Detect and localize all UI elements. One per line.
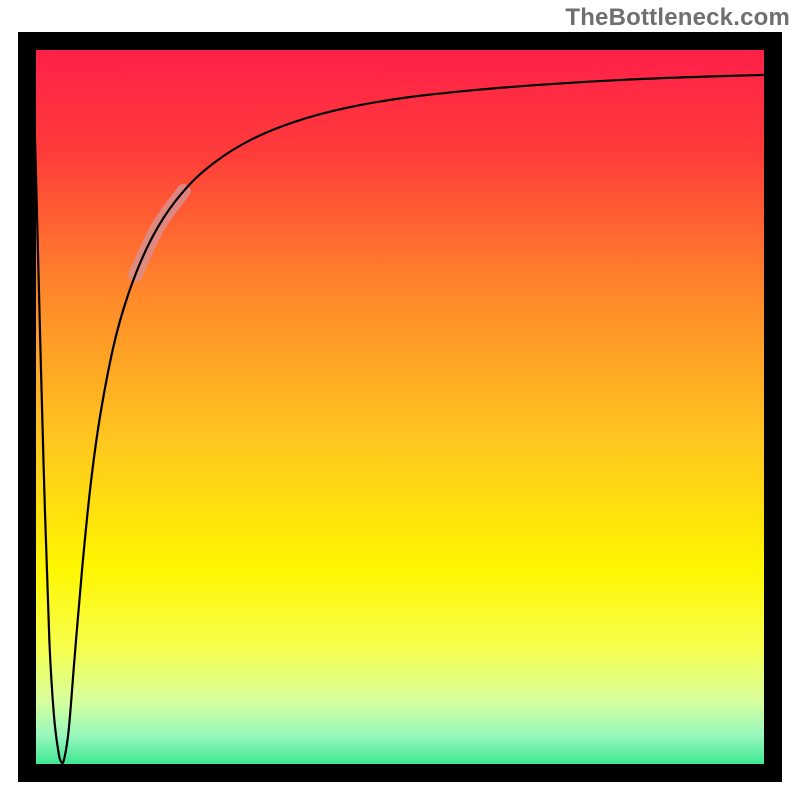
bottleneck-chart: [0, 0, 800, 800]
chart-container: TheBottleneck.com: [0, 0, 800, 800]
plot-gradient: [27, 41, 773, 773]
